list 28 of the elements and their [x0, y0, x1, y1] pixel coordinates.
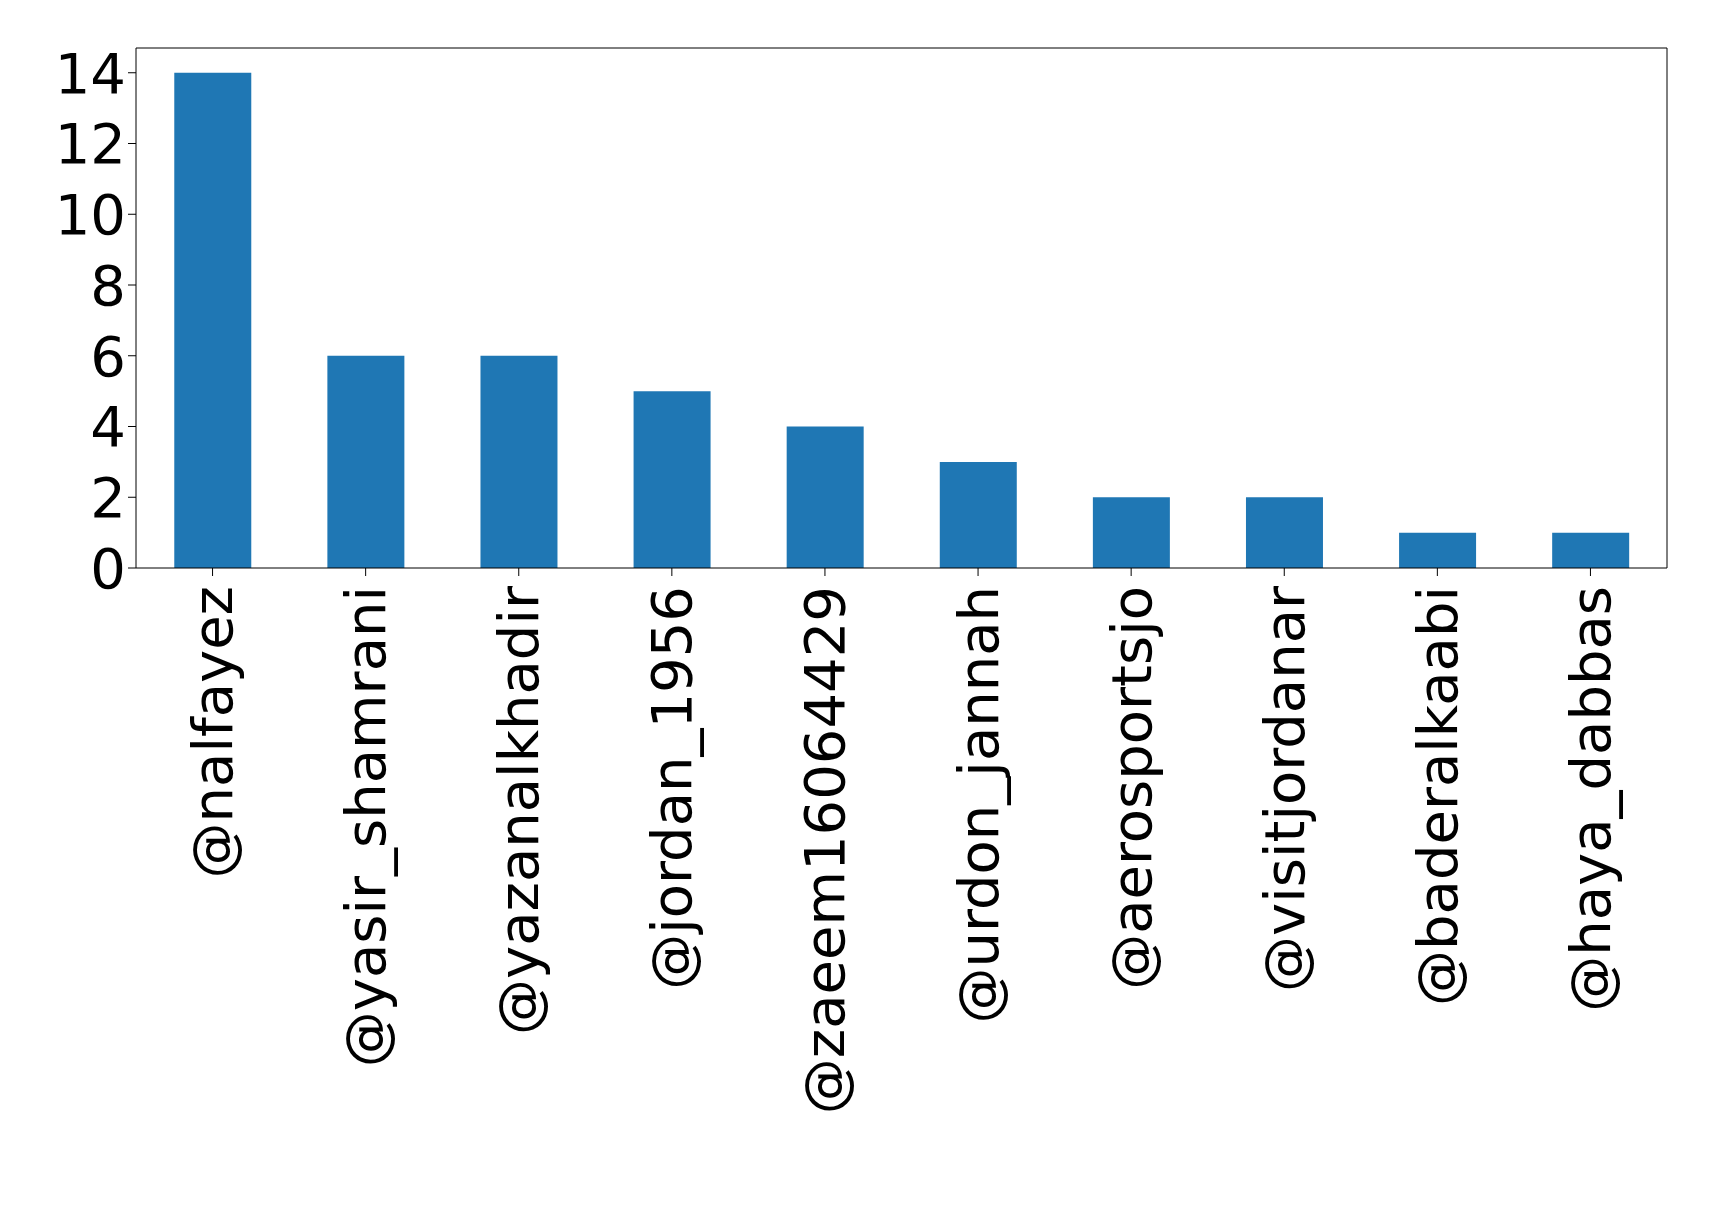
- x-tick-label: @urdon_jannah: [945, 586, 1011, 1024]
- x-tick-label: @aerosportsjo: [1098, 586, 1164, 990]
- y-tick-label: 10: [54, 182, 126, 248]
- x-tick-label: @zaeem16064429: [792, 586, 858, 1115]
- x-tick-label: @haya_dabbas: [1557, 586, 1623, 1012]
- bar: [1399, 532, 1477, 568]
- x-tick-label: @nalfayez: [180, 586, 246, 879]
- bar: [174, 72, 252, 568]
- x-tick-label: @yasir_shamrani: [333, 586, 399, 1068]
- bar: [786, 426, 864, 568]
- y-tick-label: 14: [54, 40, 126, 106]
- y-tick-label: 4: [90, 394, 126, 460]
- bar: [1245, 497, 1323, 568]
- y-tick-label: 6: [90, 323, 126, 389]
- x-tick-label: @yazanalkhadir: [486, 585, 552, 1035]
- x-tick-label: @jordan_1956: [639, 586, 705, 990]
- bar: [480, 355, 558, 568]
- y-tick-label: 8: [90, 252, 126, 318]
- y-tick-label: 2: [90, 465, 126, 531]
- bar: [327, 355, 405, 568]
- bar: [633, 391, 711, 568]
- bar: [1552, 532, 1630, 568]
- y-tick-label: 12: [54, 111, 126, 177]
- x-tick-label: @baderalkaabi: [1404, 586, 1470, 1006]
- bar: [1092, 497, 1170, 568]
- bar: [939, 461, 1017, 568]
- y-tick-label: 0: [90, 535, 126, 601]
- x-tick-label: @visitjordanar: [1251, 585, 1317, 992]
